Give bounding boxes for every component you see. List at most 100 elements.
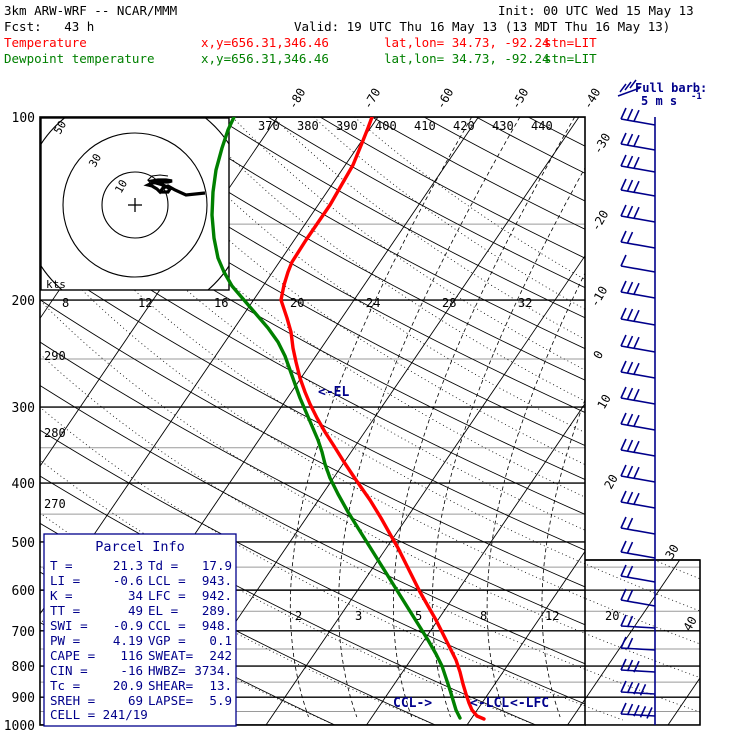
mixing-label-upper-12: 12 bbox=[138, 296, 152, 310]
dewpoint-station: stn=LIT bbox=[544, 51, 597, 66]
isentrope-label-430: 430 bbox=[492, 119, 514, 133]
barb-legend-line1: Full barb: bbox=[635, 81, 707, 95]
mixing-label-lower-5: 5 bbox=[415, 609, 422, 623]
wind-barb bbox=[620, 438, 656, 457]
temp-tick-right-30: 30 bbox=[662, 542, 681, 562]
pressure-tick-800: 800 bbox=[12, 660, 35, 675]
parcel-label: CCL = bbox=[148, 618, 186, 633]
parcel-label: VGP = bbox=[148, 633, 186, 648]
mixing-label-lower-3: 3 bbox=[355, 609, 362, 623]
temperature-station: stn=LIT bbox=[544, 35, 597, 50]
parcel-label: SHEAR= bbox=[148, 678, 193, 693]
parcel-value: 5.9 bbox=[209, 693, 232, 708]
sounding-curve-temperature bbox=[279, 117, 486, 721]
parcel-label: K = bbox=[50, 588, 73, 603]
wind-barb bbox=[620, 280, 656, 299]
parcel-info-title: Parcel Info bbox=[95, 539, 184, 555]
parcel-label: Tc = bbox=[50, 678, 80, 693]
parcel-value: 948. bbox=[202, 618, 232, 633]
header-block: 3km ARW-WRF -- NCAR/MMM Init: 00 UTC Wed… bbox=[4, 3, 740, 77]
dewpoint-xy: x,y=656.31,346.46 bbox=[201, 51, 329, 66]
dewpoint-latlon: lat,lon= 34.73, -92.24 bbox=[384, 51, 550, 66]
hodograph-ring-label-50: 50 bbox=[51, 119, 69, 137]
pressure-tick-300: 300 bbox=[12, 401, 35, 416]
pressure-tick-100: 100 bbox=[12, 111, 35, 126]
pressure-tick-500: 500 bbox=[12, 536, 35, 551]
parcel-label: SWEAT= bbox=[148, 648, 193, 663]
isentrope-label-440: 440 bbox=[531, 119, 553, 133]
wind-barb-column bbox=[620, 107, 656, 725]
parcel-label: HWBZ= bbox=[148, 663, 186, 678]
parcel-value: 17.9 bbox=[202, 558, 232, 573]
wind-barb bbox=[620, 680, 656, 696]
parcel-value: -16 bbox=[120, 663, 143, 678]
isobar-minor-lines bbox=[40, 223, 585, 712]
parcel-value: 13. bbox=[209, 678, 232, 693]
parcel-value: 69 bbox=[128, 693, 143, 708]
parcel-value: 289. bbox=[202, 603, 232, 618]
dewpoint-legend-label: Dewpoint temperature bbox=[4, 51, 155, 66]
temp-tick-right-0: 0 bbox=[590, 348, 606, 361]
temp-tick-top-neg60: -60 bbox=[433, 86, 456, 112]
parcel-value: 21.3 bbox=[113, 558, 143, 573]
mixing-label-upper-28: 28 bbox=[442, 296, 456, 310]
hodograph-unit-label: kts bbox=[46, 278, 66, 291]
hodograph-trace bbox=[143, 178, 206, 197]
isentrope-label-290: 290 bbox=[44, 349, 66, 363]
temp-tick-right-neg10: -10 bbox=[587, 284, 610, 310]
isentrope-label-370: 370 bbox=[258, 119, 280, 133]
wind-barb bbox=[620, 307, 656, 326]
parcel-label: LAPSE= bbox=[148, 693, 193, 708]
wind-barb bbox=[620, 386, 656, 405]
parcel-label: T = bbox=[50, 558, 73, 573]
mixing-ratio-labels-lower: 2 3 5 8 12 20 bbox=[295, 609, 619, 623]
wind-barb bbox=[620, 490, 656, 509]
wind-barb bbox=[620, 614, 656, 629]
init-time: Init: 00 UTC Wed 15 May 13 bbox=[498, 3, 694, 18]
hodograph-ring-10 bbox=[101, 171, 169, 239]
temp-tick-right-10: 10 bbox=[594, 392, 613, 412]
temp-tick-right-20: 20 bbox=[601, 472, 620, 492]
parcel-label: CAPE = bbox=[50, 648, 95, 663]
parcel-label: SREH = bbox=[50, 693, 95, 708]
temp-tick-top-neg80: -80 bbox=[285, 86, 308, 112]
ccl-annotation: CCL-> bbox=[393, 696, 432, 711]
parcel-label: LCL = bbox=[148, 573, 186, 588]
mixing-label-upper-16: 16 bbox=[214, 296, 228, 310]
forecast-hour: Fcst: 43 h bbox=[4, 19, 95, 34]
parcel-label: TT = bbox=[50, 603, 80, 618]
parcel-cell-motion: CELL = 241/19 bbox=[50, 707, 148, 722]
lower-right-frame bbox=[585, 559, 701, 726]
wind-barb bbox=[620, 412, 656, 431]
wind-barb bbox=[620, 540, 656, 559]
parcel-info-box: Parcel Info T = 21.3 Td = 17.9 LI = -0.6 LCL =… bbox=[43, 533, 237, 727]
wind-barb bbox=[620, 360, 656, 379]
wind-barb bbox=[620, 464, 656, 483]
temp-tick-right-40: 40 bbox=[680, 614, 699, 634]
temp-tick-right-neg30: -30 bbox=[590, 131, 613, 157]
mixing-label-lower-8: 8 bbox=[480, 609, 487, 623]
parcel-value: 49 bbox=[128, 603, 143, 618]
wind-barb bbox=[620, 636, 656, 651]
parcel-value: 242 bbox=[209, 648, 232, 663]
parcel-value: -0.9 bbox=[113, 618, 143, 633]
wind-barb-legend: Full barb: 5 m s -1 bbox=[617, 79, 707, 108]
isentrope-label-400: 400 bbox=[375, 119, 397, 133]
lower-right-grid bbox=[585, 560, 700, 725]
isentrope-labels-top: 370 380 390 400 410 420 430 440 bbox=[258, 119, 553, 133]
wind-barb bbox=[620, 204, 656, 223]
isentrope-label-380: 380 bbox=[297, 119, 319, 133]
pressure-tick-600: 600 bbox=[12, 584, 35, 599]
parcel-label: CIN = bbox=[50, 663, 88, 678]
barb-legend-line2: 5 m s bbox=[641, 94, 677, 108]
parcel-value: -0.6 bbox=[113, 573, 143, 588]
isentrope-labels-left: 290 280 270 bbox=[44, 349, 66, 511]
lfc-annotation: <-LFC bbox=[510, 696, 549, 711]
temp-tick-top-neg70: -70 bbox=[360, 86, 383, 112]
parcel-label: Td = bbox=[148, 558, 178, 573]
wind-barb bbox=[620, 254, 656, 273]
sounding-curves bbox=[210, 117, 486, 721]
temperature-axis-labels-top: -80 -70 -60 -50 -40 bbox=[285, 86, 603, 112]
pressure-axis-labels: 100 200 300 400 500 600 700 800 900 1000 bbox=[4, 111, 35, 734]
